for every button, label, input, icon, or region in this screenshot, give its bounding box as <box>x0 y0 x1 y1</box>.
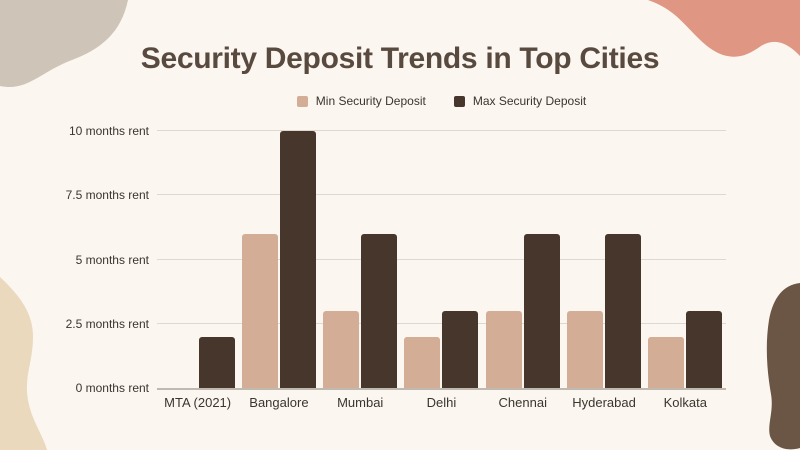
bottom-left-blob <box>0 277 47 450</box>
bar-group-kolkata <box>645 131 726 388</box>
y-tick-label: 10 months rent <box>68 124 149 138</box>
legend-item-min: Min Security Deposit <box>296 94 426 108</box>
x-tick-label: Delhi <box>426 395 457 410</box>
bottom-right-blob <box>766 283 800 450</box>
bar-group-bangalore <box>238 131 319 388</box>
y-tick-label: 0 months rent <box>75 381 149 395</box>
y-tick-label: 5 months rent <box>75 252 149 267</box>
gridline <box>157 194 726 196</box>
gridline <box>157 130 726 131</box>
min-deposit-bar <box>404 336 441 388</box>
min-deposit-bar <box>241 233 278 388</box>
chart-legend: Min Security Deposit Max Security Deposit <box>157 94 726 108</box>
min-deposit-bar <box>485 310 522 388</box>
max-deposit-bar <box>198 336 235 388</box>
x-tick-label: Chennai <box>498 395 547 410</box>
min-deposit-bar <box>567 310 604 388</box>
bar-group-delhi <box>401 131 482 388</box>
max-deposit-bar <box>279 131 316 388</box>
legend-swatch-icon <box>296 95 308 107</box>
max-deposit-bar <box>686 310 723 388</box>
x-axis-labels: MTA (2021) Bangalore Mumbai Delhi Chennai Hyd… <box>157 395 726 410</box>
legend-swatch-icon <box>453 95 465 107</box>
chart-title: Security Deposit Trends in Top Cities <box>140 42 660 75</box>
legend-label: Min Security Deposit <box>315 94 426 108</box>
legend-item-max: Max Security Deposit <box>453 94 587 108</box>
gridline <box>157 258 726 260</box>
max-deposit-bar <box>605 233 642 388</box>
bar-groups <box>157 131 726 388</box>
bar-group-mta-2021 <box>157 131 238 388</box>
y-tick-label: 7.5 months rent <box>65 188 149 203</box>
legend-label: Max Security Deposit <box>472 94 587 108</box>
x-tick-label: Bangalore <box>249 395 309 410</box>
x-tick-label: Hyderabad <box>572 395 636 410</box>
bar-group-chennai <box>482 131 563 388</box>
max-deposit-bar <box>523 233 560 388</box>
gridline <box>157 322 726 324</box>
x-tick-label: Mumbai <box>337 395 384 410</box>
min-deposit-bar <box>648 336 685 388</box>
x-tick-label: Kolkata <box>663 395 708 410</box>
bar-group-mumbai <box>320 131 401 388</box>
bar-group-hyderabad <box>563 131 644 388</box>
min-deposit-bar <box>323 310 360 388</box>
max-deposit-bar <box>361 233 398 388</box>
y-tick-label: 2.5 months rent <box>65 316 149 331</box>
max-deposit-bar <box>442 310 479 388</box>
bar-chart-plot: 0 months rent 2.5 months rent 5 months ren… <box>66 124 726 410</box>
x-tick-label: MTA (2021) <box>164 395 232 410</box>
